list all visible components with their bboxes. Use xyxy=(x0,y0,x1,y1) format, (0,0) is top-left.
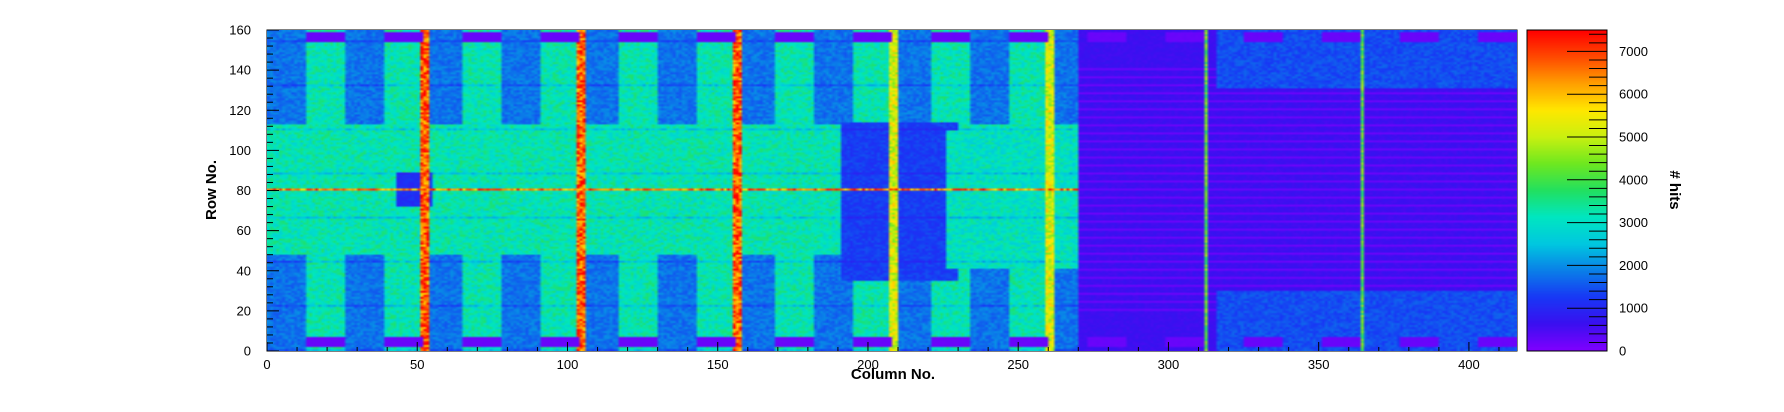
z-tick-label: 1000 xyxy=(1619,301,1648,316)
x-tick-label: 300 xyxy=(1158,357,1180,372)
x-tick-label: 250 xyxy=(1007,357,1029,372)
y-tick-label: 160 xyxy=(229,23,251,38)
y-tick-label: 140 xyxy=(229,63,251,78)
x-tick-label: 350 xyxy=(1308,357,1330,372)
z-axis: 0 1000 2000 3000 4000 5000 6000 7000 xyxy=(1567,33,1648,359)
y-tick-label: 80 xyxy=(237,183,251,198)
y-tick-label: 20 xyxy=(237,303,251,318)
z-tick-label: 6000 xyxy=(1619,87,1648,102)
x-axis-title: Column No. xyxy=(851,366,935,383)
y-axis-title: Row No. xyxy=(203,160,220,220)
y-tick-label: 120 xyxy=(229,103,251,118)
x-tick-label: 400 xyxy=(1458,357,1480,372)
color-scale: 0 1000 2000 3000 4000 5000 6000 7000 xyxy=(1526,29,1648,359)
x-axis: 0 50 100 150 200 250 300 350 400 xyxy=(263,342,1500,372)
y-axis: 0 20 40 60 80 100 120 140 160 xyxy=(229,23,279,359)
y-tick-label: 60 xyxy=(237,223,251,238)
plot-area xyxy=(266,29,1518,352)
z-tick-label: 5000 xyxy=(1619,130,1648,145)
x-tick-label: 100 xyxy=(557,357,579,372)
x-tick-label: 50 xyxy=(410,357,424,372)
z-axis-title: # hits xyxy=(1666,170,1683,209)
z-tick-label: 3000 xyxy=(1619,215,1648,230)
heatmap-image xyxy=(267,30,1517,351)
x-tick-label: 150 xyxy=(707,357,729,372)
x-tick-label: 200 xyxy=(857,357,879,372)
colorbar-gradient xyxy=(1527,30,1607,351)
z-tick-label: 2000 xyxy=(1619,258,1648,273)
y-tick-label: 0 xyxy=(244,344,251,359)
x-tick-label: 0 xyxy=(263,357,270,372)
y-tick-label: 40 xyxy=(237,263,251,278)
z-tick-label: 7000 xyxy=(1619,44,1648,59)
z-tick-label: 0 xyxy=(1619,344,1626,359)
y-tick-label: 100 xyxy=(229,143,251,158)
z-tick-label: 4000 xyxy=(1619,172,1648,187)
